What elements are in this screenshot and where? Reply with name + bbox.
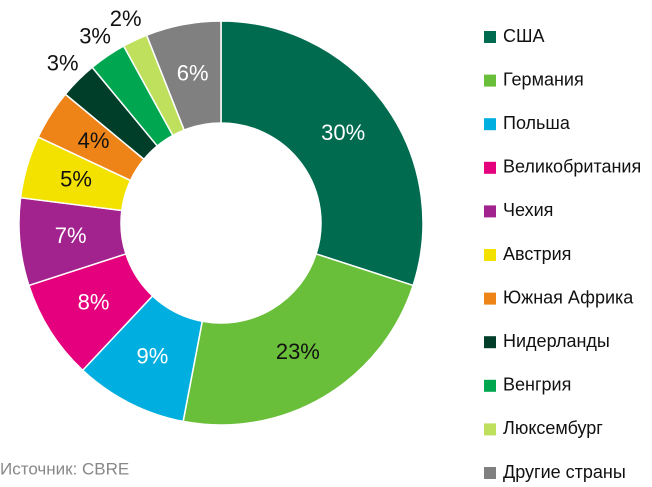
legend-swatch <box>484 467 496 479</box>
legend-label: Венгрия <box>503 375 571 395</box>
data-label: 2% <box>110 6 142 31</box>
data-label: 3% <box>47 50 79 75</box>
donut-slice <box>220 20 424 287</box>
legend-label: Южная Африка <box>503 287 634 307</box>
data-label: 7% <box>55 223 87 248</box>
data-label: 8% <box>78 290 110 315</box>
legend-label: Нидерланды <box>503 331 610 351</box>
legend-swatch <box>484 292 496 305</box>
legend-label: Другие страны <box>503 462 626 482</box>
data-label: 3% <box>79 24 111 49</box>
legend-swatch <box>484 74 496 87</box>
data-label: 4% <box>78 128 110 153</box>
legend-label: Люксембург <box>503 418 603 438</box>
data-label: 30% <box>321 120 365 145</box>
legend-swatch <box>484 118 496 131</box>
donut-slice <box>145 20 222 131</box>
legend-label: Германия <box>503 69 584 89</box>
legend-swatch <box>484 205 496 218</box>
legend-label: Чехия <box>503 200 553 220</box>
legend-label: Австрия <box>503 244 571 264</box>
legend-label: Польша <box>503 113 571 133</box>
data-label: 6% <box>177 60 209 85</box>
donut-slice <box>182 252 415 426</box>
legend-swatch <box>484 423 496 436</box>
data-label: 9% <box>137 343 169 368</box>
legend-swatch <box>484 31 496 43</box>
data-label: 5% <box>60 167 92 192</box>
legend-swatch <box>484 249 496 261</box>
data-label: 23% <box>276 339 320 364</box>
legend-label: Великобритания <box>503 157 641 177</box>
legend-swatch <box>484 336 496 349</box>
source-note: Источник: CBRE <box>0 459 129 478</box>
legend-swatch <box>484 161 496 174</box>
legend-swatch <box>484 379 496 392</box>
legend-label: США <box>503 26 545 46</box>
